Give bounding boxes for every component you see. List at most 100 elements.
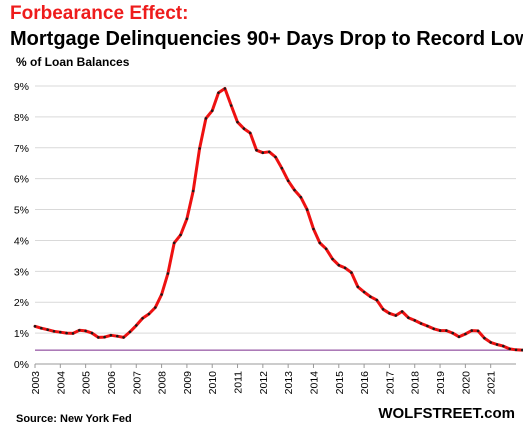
- data-point: [495, 343, 499, 346]
- data-point: [84, 329, 87, 333]
- data-point: [464, 332, 467, 336]
- y-axis-ticks: 0% 1% 2% 3% 4% 5% 6% 7% 8% 9%: [14, 81, 29, 371]
- data-point: [451, 331, 455, 335]
- data-point: [141, 317, 144, 320]
- data-point: [229, 104, 233, 107]
- data-point: [419, 322, 423, 325]
- y-tick-label: 0%: [14, 359, 29, 371]
- data-point: [255, 148, 258, 152]
- x-axis-ticks: 2003 2004 2005 2006 2007 2008 2009 2010 2011 2012…: [30, 364, 498, 394]
- x-tick-label: 2010: [207, 371, 219, 395]
- data-point: [191, 189, 195, 193]
- x-tick-label: 2008: [157, 371, 169, 395]
- data-point: [318, 241, 322, 245]
- y-tick-label: 4%: [14, 235, 29, 247]
- data-point: [65, 331, 68, 335]
- x-tick-label: 2015: [334, 371, 346, 395]
- data-point: [103, 335, 106, 339]
- brand-logo-text: WOLFSTREET.com: [378, 405, 515, 422]
- data-point: [210, 109, 214, 112]
- y-tick-label: 7%: [14, 143, 29, 155]
- data-point: [90, 331, 94, 335]
- data-point: [78, 329, 81, 332]
- marker-group: [33, 87, 523, 352]
- x-tick-label: 2012: [258, 371, 270, 395]
- data-point: [128, 330, 132, 334]
- x-tick-label: 2004: [55, 371, 67, 395]
- data-point: [274, 155, 277, 159]
- data-point: [248, 131, 252, 135]
- data-point: [46, 328, 49, 332]
- y-tick-label: 9%: [14, 81, 29, 93]
- y-tick-label: 3%: [14, 266, 29, 278]
- data-point: [381, 308, 385, 311]
- data-point: [172, 241, 176, 245]
- x-tick-label: 2009: [182, 371, 194, 395]
- data-point: [413, 319, 417, 322]
- data-point: [293, 188, 296, 192]
- data-point: [160, 293, 163, 296]
- data-point: [375, 298, 379, 302]
- data-point: [116, 334, 119, 338]
- grid-lines: [35, 85, 516, 365]
- data-point: [337, 263, 341, 267]
- x-tick-label: 2018: [410, 371, 422, 395]
- data-point: [400, 310, 404, 313]
- x-tick-label: 2020: [460, 371, 472, 395]
- x-tick-label: 2003: [30, 371, 42, 395]
- x-tick-label: 2005: [81, 371, 93, 395]
- data-point: [261, 151, 265, 154]
- data-point: [394, 314, 398, 317]
- unit-label: % of Loan Balances: [16, 55, 130, 69]
- data-point: [217, 91, 220, 95]
- data-point: [135, 324, 138, 327]
- data-point: [369, 295, 372, 299]
- x-tick-label: 2007: [131, 371, 143, 395]
- data-point: [445, 329, 448, 332]
- data-point: [280, 166, 284, 170]
- data-point: [166, 272, 170, 275]
- data-point: [312, 227, 315, 231]
- data-point: [470, 329, 474, 332]
- data-point: [457, 335, 461, 339]
- x-tick-label: 2006: [106, 371, 118, 395]
- data-point: [476, 329, 480, 333]
- data-point: [331, 257, 334, 261]
- x-tick-label: 2014: [308, 371, 320, 395]
- data-point: [489, 341, 493, 344]
- data-point: [407, 316, 410, 320]
- data-point: [362, 290, 366, 294]
- data-point: [242, 127, 246, 130]
- data-point: [179, 233, 182, 237]
- y-tick-label: 6%: [14, 174, 29, 186]
- data-point: [356, 285, 360, 289]
- data-point: [350, 271, 353, 274]
- data-point: [236, 120, 239, 124]
- data-point: [483, 336, 486, 340]
- y-tick-label: 2%: [14, 297, 29, 309]
- data-point: [59, 330, 62, 334]
- data-point: [299, 195, 303, 199]
- chart-effect-label: Forbearance Effect:: [10, 3, 189, 24]
- data-point: [502, 344, 505, 348]
- data-point: [147, 312, 151, 316]
- y-tick-label: 1%: [14, 328, 29, 340]
- chart-title: Mortgage Delinquencies 90+ Days Drop to …: [10, 28, 523, 50]
- data-point: [204, 117, 208, 120]
- x-tick-label: 2011: [233, 371, 245, 394]
- data-point: [97, 336, 100, 339]
- x-tick-label: 2021: [486, 371, 498, 395]
- y-tick-label: 5%: [14, 205, 29, 217]
- data-point: [154, 306, 157, 309]
- x-tick-label: 2016: [359, 371, 371, 395]
- series-line-0: [33, 87, 523, 352]
- data-point: [122, 336, 125, 339]
- data-point: [286, 179, 290, 183]
- data-point: [267, 150, 271, 154]
- data-point: [33, 325, 37, 328]
- data-point: [185, 217, 189, 221]
- x-tick-label: 2019: [435, 371, 447, 395]
- data-point: [324, 247, 328, 251]
- data-point: [40, 326, 43, 330]
